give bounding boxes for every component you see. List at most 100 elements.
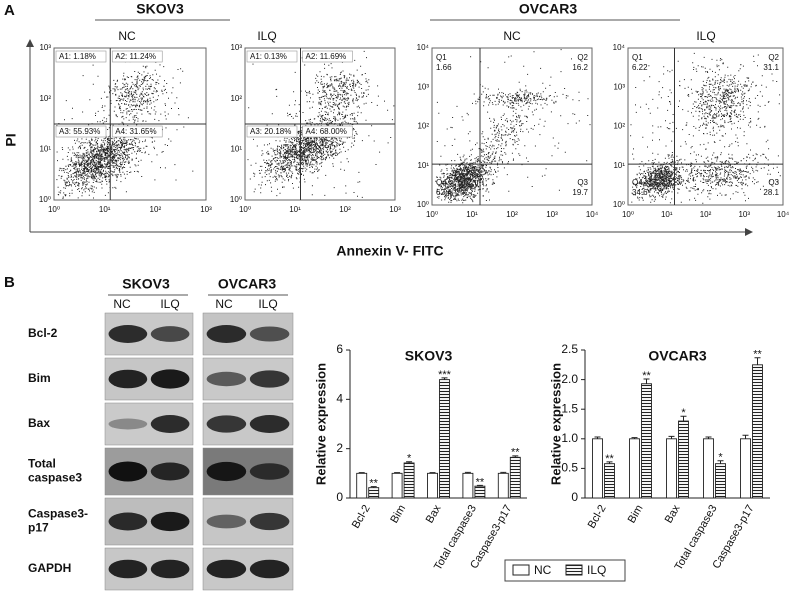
- y-tick-label: 0: [571, 490, 578, 504]
- quadrant-name: Q2: [768, 53, 779, 62]
- protein-label: Total: [28, 457, 56, 471]
- protein-label: caspase3: [28, 471, 82, 485]
- protein-label: Bim: [28, 371, 51, 385]
- error-bar: [500, 471, 507, 474]
- legend-label: ILQ: [587, 563, 606, 577]
- y-tick-label: 10¹: [230, 144, 242, 153]
- bar: [462, 472, 474, 499]
- quadrant-label: A2: 11.69%: [306, 52, 347, 61]
- error-bar: [406, 461, 413, 463]
- x-tick-label: Bim: [388, 503, 408, 525]
- blot-band: [108, 512, 148, 531]
- blot-band: [108, 418, 148, 430]
- bar: [641, 383, 652, 499]
- panel-label: A: [4, 2, 15, 19]
- y-tick-label: 10⁰: [417, 200, 429, 209]
- bar: [509, 456, 521, 499]
- lane-label: ILQ: [160, 297, 179, 311]
- y-tick-label: 4: [336, 392, 343, 406]
- x-tick-label: Bax: [663, 503, 683, 526]
- quadrant-box: [302, 50, 353, 63]
- quadrant-value: 28.1: [763, 188, 779, 197]
- y-tick-label: 10²: [39, 94, 51, 103]
- protein-label: Bax: [28, 416, 50, 430]
- y-tick-label: 2: [336, 441, 343, 455]
- bar: [752, 364, 763, 499]
- error-bar: [370, 486, 377, 488]
- error-bar: [476, 484, 483, 487]
- blot-band: [249, 463, 290, 480]
- panel-label: B: [4, 274, 15, 291]
- blot-band: [206, 415, 247, 433]
- y-tick-label: 1.5: [561, 401, 578, 415]
- y-tick-label: 10⁴: [417, 43, 430, 52]
- y-tick-label: 10¹: [39, 144, 51, 153]
- blot-title: OVCAR3: [218, 276, 277, 292]
- blot-band: [206, 559, 247, 579]
- y-tick-label: 10³: [417, 82, 429, 91]
- quadrant-label: A3: 55.93%: [59, 127, 100, 136]
- y-tick-label: 10⁰: [230, 195, 242, 204]
- error-bar: [606, 461, 613, 464]
- error-bar: [680, 415, 687, 422]
- significance: ***: [438, 369, 452, 381]
- x-tick-label: 10⁰: [48, 205, 60, 214]
- error-bar: [631, 437, 638, 439]
- y-axis-label: Relative expression: [548, 363, 563, 485]
- significance: **: [642, 370, 651, 382]
- bar: [592, 438, 603, 499]
- blot-band: [150, 462, 190, 481]
- cell-line: OVCAR3: [519, 1, 578, 17]
- cell-line: SKOV3: [136, 1, 184, 17]
- quadrant-box: [111, 50, 163, 63]
- error-bar: [441, 377, 448, 380]
- bar: [740, 438, 751, 499]
- bar: [629, 438, 640, 499]
- blot-band: [249, 326, 290, 342]
- y-tick-label: 10⁰: [613, 200, 625, 209]
- quadrant-name: Q3: [768, 178, 779, 187]
- y-tick-label: 10¹: [417, 161, 429, 170]
- blot-band: [206, 461, 247, 482]
- event-dots: [630, 52, 781, 204]
- bar: [427, 472, 438, 499]
- bar: [715, 463, 726, 499]
- blot-band: [108, 461, 148, 482]
- blot-band: [150, 415, 190, 433]
- quadrant-value: 6.22: [632, 63, 648, 72]
- condition: NC: [503, 29, 521, 43]
- x-tick-label: Bax: [424, 503, 444, 526]
- y-tick-label: 0.5: [561, 461, 578, 475]
- blot-band: [108, 325, 148, 343]
- x-tick-label: 10¹: [99, 205, 111, 214]
- quadrant-label: A1: 1.18%: [59, 52, 96, 61]
- x-tick-label: Bcl-2: [350, 503, 373, 531]
- significance: *: [718, 452, 723, 464]
- quadrant-name: Q4: [436, 178, 447, 187]
- bar: [703, 438, 714, 499]
- x-tick-label: Bcl-2: [586, 503, 609, 531]
- quadrant-name: Q2: [577, 53, 588, 62]
- condition: ILQ: [696, 29, 715, 43]
- quadrant-value: 34.6: [632, 188, 648, 197]
- x-axis-label: Annexin V- FITC: [336, 243, 443, 259]
- error-bar: [512, 455, 519, 458]
- chart-title: SKOV3: [405, 348, 453, 364]
- y-axis-label: Relative expression: [313, 363, 328, 485]
- blot-band: [150, 326, 190, 342]
- y-tick-label: 10³: [230, 43, 242, 52]
- protein-label: GAPDH: [28, 561, 71, 575]
- x-tick-label: 10¹: [289, 205, 301, 214]
- quadrant-box: [55, 50, 107, 63]
- x-tick-label: 10¹: [466, 210, 478, 219]
- significance: **: [476, 476, 485, 488]
- bar: [439, 379, 450, 499]
- lane-label: NC: [215, 297, 233, 311]
- quadrant-name: Q3: [577, 178, 588, 187]
- x-tick-label: 10²: [700, 210, 712, 219]
- quadrant-label: A1: 0.13%: [250, 52, 287, 61]
- quadrant-label: A2: 11.24%: [115, 52, 156, 61]
- blot-band: [249, 415, 290, 433]
- bar: [403, 462, 415, 499]
